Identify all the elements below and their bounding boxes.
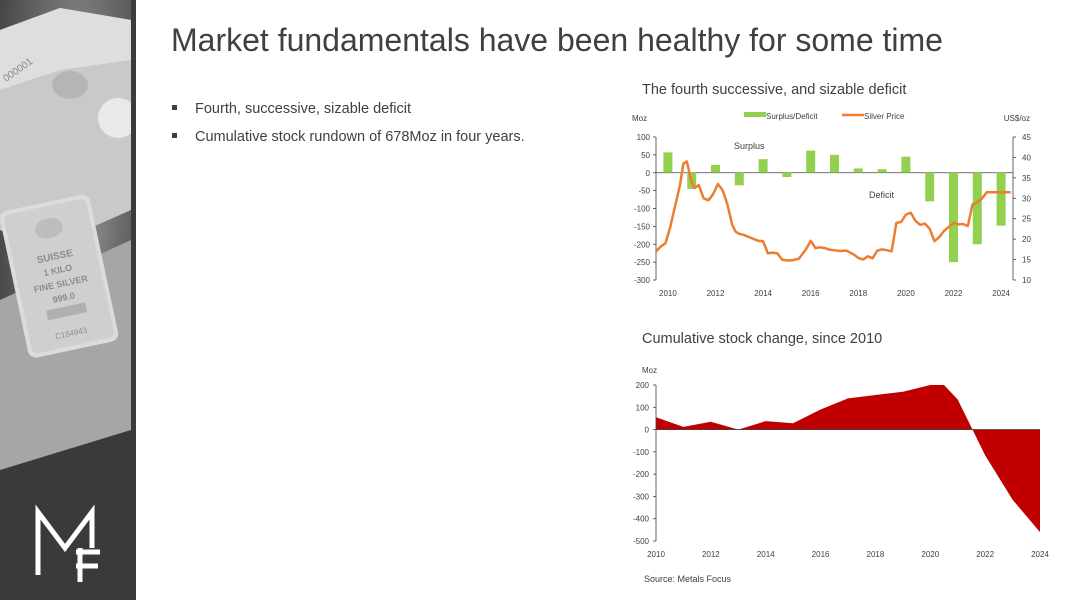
bar [830,154,839,173]
legend-label-line: Silver Price [864,112,905,121]
y-tick-label: -250 [634,258,651,267]
x-tick-label: 2020 [897,289,915,298]
chart1-title: The fourth successive, and sizable defic… [642,82,907,98]
bar [877,169,887,173]
bullet-item: Fourth, successive, sizable deficit [171,98,525,126]
bar [758,159,768,173]
annotation-deficit: Deficit [869,190,895,200]
y-tick-label: -500 [633,537,650,546]
x-tick-label: 2016 [812,550,830,559]
silver-bars-illustration: 000001 SUISSE 1 KILO FINE SILVER 999.0 C… [0,0,131,600]
y-tick-label: -300 [634,276,651,285]
y-tick-label: -300 [633,492,650,501]
legend-swatch-bars [744,112,766,117]
y-tick-label: -400 [633,515,650,524]
y2-tick-label: 10 [1022,276,1031,285]
bullet-item: Cumulative stock rundown of 678Moz in fo… [171,126,525,154]
y-tick-label: -150 [634,222,651,231]
bar [925,172,935,202]
y-tick-label: 0 [645,426,650,435]
x-tick-label: 2012 [707,289,725,298]
y-axis-label: Moz [632,114,647,123]
y-axis-label: Moz [642,366,657,375]
x-tick-label: 2022 [976,550,994,559]
x-tick-label: 2016 [802,289,820,298]
x-tick-label: 2024 [1031,550,1049,559]
cumulative-area [656,385,1040,533]
x-tick-label: 2012 [702,550,720,559]
stock-change-chart: Moz 200 100 0 -100 -200 -300 -400 -500 2010 2012 20… [633,366,1049,559]
y-tick-label: -200 [633,470,650,479]
x-tick-label: 2010 [659,289,677,298]
x-tick-label: 2024 [992,289,1010,298]
bullet-list: Fourth, successive, sizable deficit Cumu… [171,98,525,154]
y-tick-label: -50 [638,187,650,196]
silver-price-line [655,160,1011,262]
legend-label-bars: Surplus/Deficit [766,112,818,121]
y-tick-label: 100 [637,133,651,142]
bar [806,150,816,173]
logo-text: MF [0,0,2,1]
annotation-surplus: Surplus [734,141,765,151]
bar [734,172,744,186]
x-tick-label: 2014 [754,289,772,298]
bar [996,172,1006,226]
silver-bars-image: 000001 SUISSE 1 KILO FINE SILVER 999.0 C… [0,0,131,600]
bar [853,168,863,173]
chart2-title: Cumulative stock change, since 2010 [642,331,883,347]
bar [711,164,720,173]
x-tick-label: 2010 [647,550,665,559]
bar [949,172,958,263]
x-tick-label: 2022 [945,289,963,298]
bar [663,152,673,173]
x-tick-label: 2018 [849,289,867,298]
y-tick-label: 50 [641,151,650,160]
x-tick-label: 2018 [867,550,885,559]
y2-tick-label: 35 [1022,174,1031,183]
y-tick-label: 200 [636,381,650,390]
y2-tick-label: 25 [1022,215,1031,224]
y-tick-label: -100 [634,205,651,214]
page-title: Market fundamentals have been healthy fo… [171,22,943,58]
y-tick-label: 0 [646,169,651,178]
panel-divider [131,0,136,600]
y2-tick-label: 20 [1022,235,1031,244]
y-tick-label: 100 [636,403,650,412]
y2-tick-label: 45 [1022,133,1031,142]
bar-text-purity: 999.0 [52,290,76,304]
bar [972,172,982,245]
y2-tick-label: 30 [1022,194,1031,203]
x-tick-label: 2020 [921,550,939,559]
y2-tick-label: 40 [1022,153,1031,162]
y2-tick-label: 15 [1022,256,1031,265]
source-note: Source: Metals Focus [644,574,732,584]
bar [901,156,911,173]
y2-axis-label: US$/oz [1004,114,1030,123]
bar [782,172,792,178]
x-tick-label: 2014 [757,550,775,559]
y-tick-label: -200 [634,240,651,249]
mf-logo [35,504,100,582]
y-tick-label: -100 [633,448,650,457]
